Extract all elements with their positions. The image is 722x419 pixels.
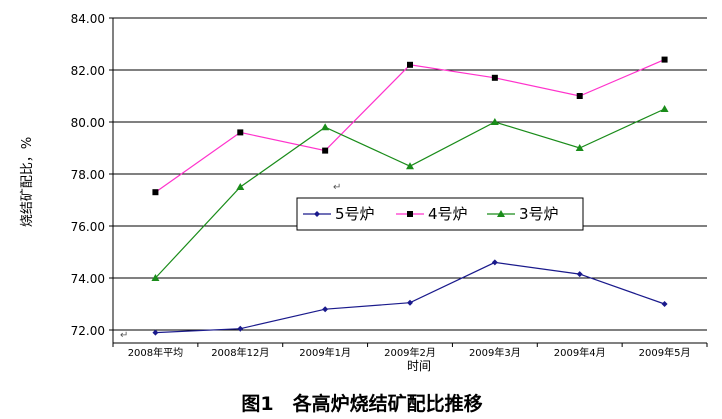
data-point [151,274,160,281]
figure-caption: 图1 各高炉烧结矿配比推移 [241,392,482,415]
data-point [321,123,330,131]
data-point [660,105,669,112]
x-axis-ticks: 2008年平均 2008年12月 2009年1月 2009年2月 2009年3月 2009… [112,343,708,359]
x-tick-label: 2009年3月 [469,346,521,359]
y-tick-label: 72.00 [71,324,105,338]
data-point [152,189,159,196]
data-point [406,162,414,170]
data-point [576,271,583,278]
data-point [661,301,668,307]
paragraph-mark: ↵ [333,182,341,193]
data-point [490,118,499,125]
y-tick-label: 74.00 [71,272,105,286]
series-lines [151,56,669,336]
x-tick-label: 2009年4月 [554,346,606,359]
y-tick-label: 82.00 [71,64,105,78]
legend-marker [497,210,505,217]
data-point [407,299,413,306]
y-tick-label: 80.00 [71,116,105,130]
legend-label: 4号炉 [428,205,468,223]
data-point [322,147,329,154]
data-point [236,183,245,190]
x-axis-title: 时间 [407,359,431,373]
data-point [661,56,668,63]
series-line [155,261,665,334]
y-tick-label: 76.00 [71,220,105,234]
legend-marker [407,211,413,217]
x-tick-label: 2009年2月 [384,346,436,359]
legend-marker [314,211,320,217]
plot-frame [112,18,707,344]
x-tick-label: 2008年平均 [128,346,183,359]
data-point [576,93,583,99]
x-tick-label: 2008年12月 [211,346,269,359]
data-point [491,74,498,81]
legend-label: 5号炉 [335,205,375,223]
x-tick-label: 2009年1月 [299,346,351,359]
series-line [154,108,665,279]
x-tick-label: 2009年5月 [639,346,691,359]
legend: 5号炉 4号炉 3号炉 [296,197,584,231]
data-point [322,306,329,313]
data-point [491,259,498,266]
data-point [407,61,413,68]
y-tick-label: 78.00 [71,168,105,182]
series-2 [152,56,668,196]
series-3 [151,105,669,281]
data-point [152,329,159,336]
data-point [575,144,584,151]
paragraph-mark: ↵ [120,330,128,341]
y-axis-ticks: 84.00 82.00 80.00 78.00 76.00 74.00 72.00 [71,12,113,338]
data-point [237,325,244,332]
legend-box [296,197,584,231]
data-point [237,129,244,136]
series-line [155,59,665,193]
y-tick-label: 84.00 [71,12,105,26]
series-1 [152,259,668,336]
y-axis-title: 烧结矿配比，% [20,137,35,227]
legend-label: 3号炉 [519,205,559,223]
